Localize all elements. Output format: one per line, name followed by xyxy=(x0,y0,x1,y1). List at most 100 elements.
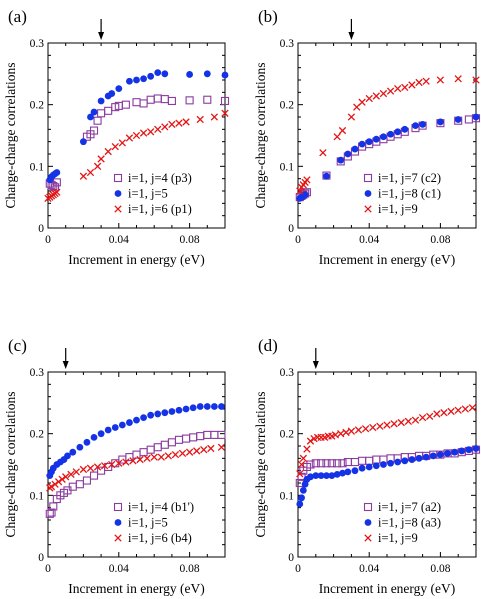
legend: i=1, j=4 (p3) i=1, j=5i=1, j=6 (p1) xyxy=(113,171,192,216)
data-point xyxy=(160,440,169,449)
data-point xyxy=(358,464,366,472)
data-point xyxy=(422,453,430,461)
data-point xyxy=(444,450,451,457)
data-point xyxy=(221,109,229,117)
data-point xyxy=(350,457,360,467)
legend-entry: i=1, j=8 (a3) xyxy=(378,516,441,530)
data-point xyxy=(365,138,373,146)
data-point xyxy=(203,403,211,410)
data-point xyxy=(90,433,98,441)
data-point xyxy=(182,405,190,413)
x-axis-label: Increment in energy (eV) xyxy=(319,252,456,267)
data-point xyxy=(161,123,169,131)
data-point xyxy=(337,430,345,438)
arrow-marker xyxy=(312,348,319,369)
x-tick-label: 0 xyxy=(45,563,51,575)
series-2 xyxy=(46,403,225,479)
data-point xyxy=(207,444,215,453)
data-point xyxy=(72,468,80,476)
data-point xyxy=(306,460,315,469)
data-point xyxy=(132,131,141,140)
data-point xyxy=(189,433,198,442)
data-point xyxy=(436,76,445,84)
legend-marker xyxy=(364,205,372,213)
data-point xyxy=(62,473,70,481)
data-point xyxy=(115,85,123,93)
data-point xyxy=(418,413,427,422)
data-point xyxy=(296,500,304,508)
data-point xyxy=(133,76,140,84)
data-point xyxy=(97,109,106,118)
data-point xyxy=(174,435,184,444)
data-point xyxy=(376,422,384,430)
y-axis-label: Charge-charge correlations xyxy=(253,62,268,208)
y-tick-label: 0.2 xyxy=(30,429,45,441)
data-point xyxy=(154,410,162,418)
legend-marker xyxy=(364,519,372,526)
data-point xyxy=(69,448,77,456)
legend-entry: i=1, j=5 xyxy=(128,516,168,530)
x-axis-label: Increment in energy (eV) xyxy=(68,252,205,267)
data-point xyxy=(394,84,402,93)
data-point xyxy=(372,135,380,143)
data-point xyxy=(53,169,61,176)
data-point xyxy=(344,468,352,476)
y-tick-label: 0 xyxy=(288,552,294,564)
data-point xyxy=(365,456,374,465)
data-point xyxy=(161,70,169,78)
panel-label: (a) xyxy=(8,7,27,26)
x-tick-label: 0 xyxy=(45,234,51,246)
data-point xyxy=(86,464,95,472)
data-point xyxy=(383,421,391,429)
arrow-marker xyxy=(98,19,105,40)
data-point xyxy=(118,139,126,147)
data-point xyxy=(298,494,305,502)
data-point xyxy=(196,115,204,124)
y-tick-label: 0.3 xyxy=(280,38,295,50)
legend-entry: i=1, j=6 (p1) xyxy=(128,202,192,216)
data-point xyxy=(433,410,441,418)
x-tick-label: 0.04 xyxy=(109,234,129,246)
x-tick-label: 0 xyxy=(295,563,301,575)
data-point xyxy=(408,81,416,89)
data-point xyxy=(178,449,187,458)
series-3 xyxy=(296,404,477,478)
data-point xyxy=(299,487,307,494)
panel-label: (b) xyxy=(258,7,278,26)
data-point xyxy=(354,426,363,434)
data-point xyxy=(93,463,102,471)
y-tick-label: 0 xyxy=(38,552,44,564)
legend-marker xyxy=(364,190,372,197)
data-point xyxy=(379,89,388,98)
data-point xyxy=(472,76,480,84)
series-1 xyxy=(295,445,481,488)
x-tick-label: 0.04 xyxy=(109,563,129,575)
data-point xyxy=(139,448,148,457)
data-point xyxy=(111,424,119,431)
data-point xyxy=(317,459,326,468)
legend-marker xyxy=(113,173,123,183)
data-point xyxy=(440,409,448,417)
data-point xyxy=(75,480,84,489)
data-point xyxy=(210,403,218,410)
data-point xyxy=(189,404,197,412)
y-tick-label: 0.3 xyxy=(30,38,45,50)
data-point xyxy=(429,452,437,460)
y-tick-label: 0.3 xyxy=(280,367,295,379)
data-point xyxy=(193,447,201,455)
data-point xyxy=(111,142,119,151)
data-point xyxy=(386,87,395,95)
data-point xyxy=(301,191,309,199)
data-point xyxy=(210,113,219,121)
data-point xyxy=(121,100,130,109)
y-tick-label: 0 xyxy=(288,223,294,235)
data-point xyxy=(397,418,405,427)
data-point xyxy=(115,459,123,467)
data-point xyxy=(47,508,56,517)
data-point xyxy=(311,459,320,468)
data-point xyxy=(465,446,473,454)
data-point xyxy=(210,430,219,439)
data-point xyxy=(132,98,141,107)
x-tick-label: 0.08 xyxy=(430,563,450,575)
data-point xyxy=(67,470,75,479)
